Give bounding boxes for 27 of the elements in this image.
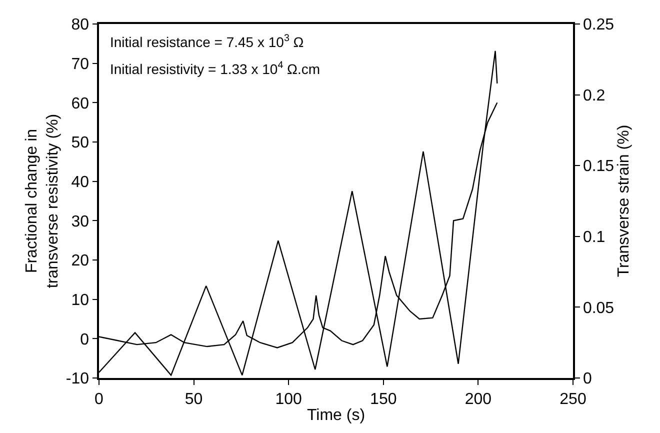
y-tick-label: 40: [71, 174, 90, 191]
y-tick-label: 0: [80, 331, 90, 348]
y2-tick-label: 0.25: [582, 16, 614, 34]
y-tick-label: 10: [71, 292, 90, 309]
y2-tick-label: 0: [582, 370, 592, 388]
annotation: Initial resistance = 7.45 x 10$^{3}$ Ω: [110, 33, 304, 50]
x-tick-label: 250: [560, 390, 586, 408]
y-tick-label: 20: [71, 252, 90, 270]
x-tick-label: 150: [370, 390, 397, 408]
y-tick-label: 60: [71, 95, 90, 112]
y-tick-label: 70: [71, 56, 90, 73]
y2-axis-title: Transverse strain (%): [615, 124, 632, 278]
y2-tick-label: 0.1: [582, 229, 606, 246]
y-tick-label: 80: [71, 16, 90, 34]
y-axis-title: Fractional change in transverse resistivity (%): [24, 114, 62, 288]
x-tick-label: 200: [464, 390, 492, 408]
y-tick-label: 30: [71, 213, 90, 230]
y2-tick-label: 0.2: [582, 87, 606, 104]
y2-tick-label: 0.15: [582, 158, 614, 176]
y-tick-label: -10: [66, 370, 90, 388]
x-axis-title: Time (s): [306, 407, 366, 424]
x-tick-label: 50: [184, 390, 203, 408]
y-tick-label: 50: [71, 134, 90, 152]
annotation: Initial resistivity = 1.33 x 10$^{4}$ Ω.cm: [110, 60, 320, 77]
x-tick-label: 100: [275, 390, 302, 408]
x-tick-label: 0: [94, 390, 104, 408]
y2-tick-label: 0.05: [582, 300, 614, 317]
